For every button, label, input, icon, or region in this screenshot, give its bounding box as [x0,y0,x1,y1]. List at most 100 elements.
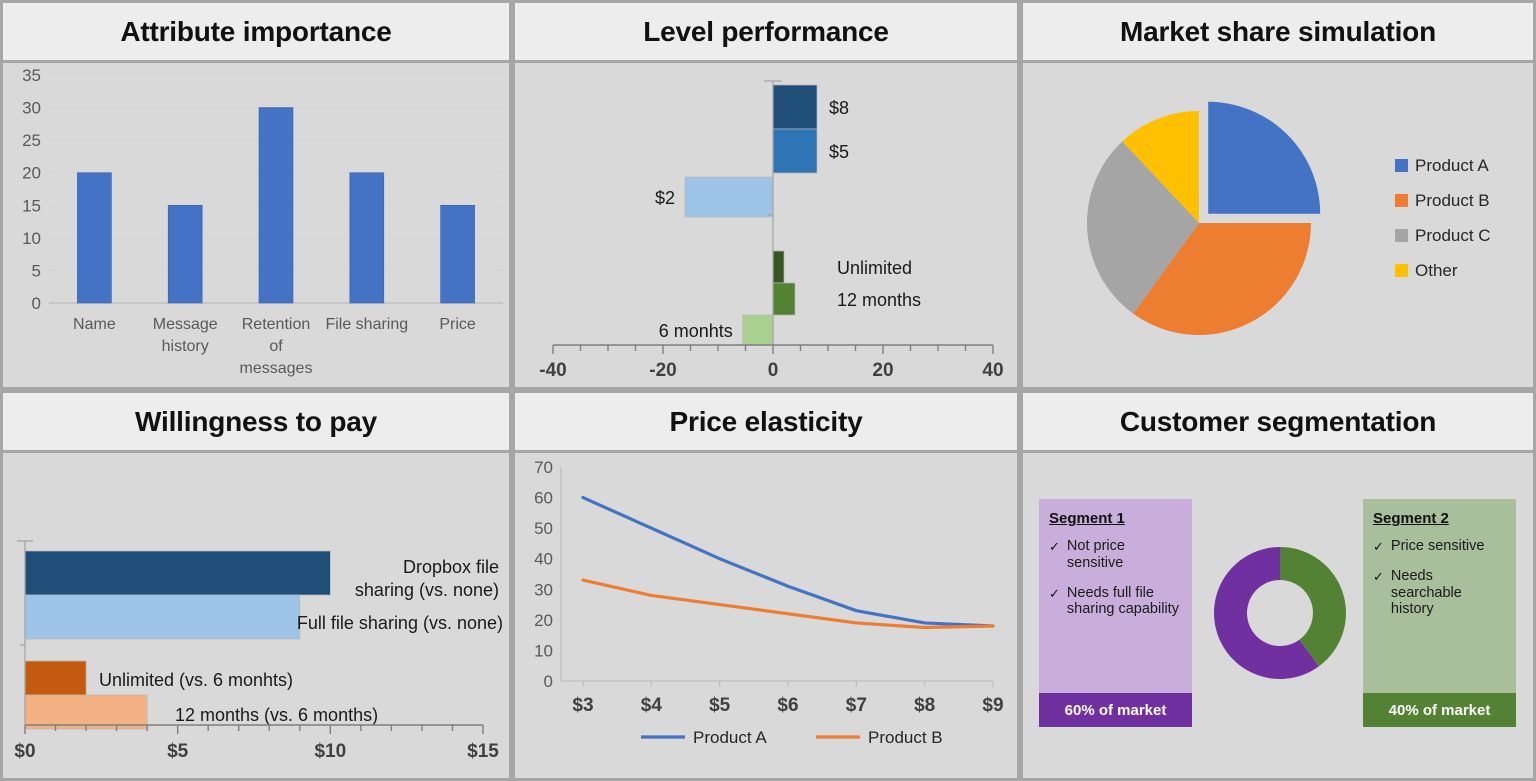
chart-text: 70 [534,458,553,477]
chart-text: of [269,338,283,355]
chart-text: Product B [868,728,943,747]
chart-text: Product C [1415,226,1491,245]
chart-text: File sharing [325,316,408,333]
chart-text: $8 [829,98,849,118]
segment-card-2-heading: Segment 2 [1373,510,1449,527]
panel-market-share: Market share simulation Product A Product… [1020,0,1536,390]
panel-body-level-performance: $8 $5 $2 Unlimited 12 months 6 monhts -40 -20 0… [515,63,1017,387]
panel-body-market-share: Product A Product B Product C Other [1023,63,1533,387]
chart-text: 40 [534,550,553,569]
chart-text: 60 [534,489,553,508]
panel-body-customer-segmentation: Segment 1 ✓ Not price sensitive ✓ Needs ful… [1023,453,1533,778]
chart-text: 50 [534,519,553,538]
panel-header-attribute-importance: Attribute importance [3,3,509,63]
chart-text: 20 [872,360,893,381]
chart-text: Dropbox file [403,557,499,577]
tornado-bar [684,176,774,218]
legend-swatch [1395,159,1408,172]
chart-willingness-to-pay: Dropbox file sharing (vs. none) Full file … [3,453,509,778]
panel-title: Attribute importance [120,15,392,47]
chart-text: 0 [32,294,41,313]
chart-text: $8 [914,695,935,716]
chart-text: Unlimited [837,258,912,278]
tornado-bar [742,314,774,346]
line-legend: Product A Product B [641,728,943,747]
chart-text: 10 [534,641,553,660]
bar [24,660,87,696]
chart-text: Message [153,316,218,333]
chart-text: $15 [467,741,499,762]
chart-text: $5 [709,695,731,716]
legend-swatch [1395,264,1408,277]
chart-text: -40 [539,360,566,381]
segment-card-2-bullets: ✓ Price sensitive ✓ Needs searchable histor… [1373,538,1506,618]
segment-bullet: ✓ Needs searchable history [1373,568,1506,618]
segment-card-1-bullets: ✓ Not price sensitive ✓ Needs full file sha… [1049,538,1182,618]
segment-card-2-body: Segment 2 ✓ Price sensitive ✓ Needs searcha… [1363,499,1516,693]
chart-text: 6 monhts [659,321,733,341]
panel-header-customer-segmentation: Customer segmentation [1023,393,1533,453]
panel-level-performance: Level performance $8 $5 $2 Unlimited 12 mont… [512,0,1020,390]
panel-attribute-importance: Attribute importance 0 5 10 15 20 25 30 35 Name… [0,0,512,390]
bar [24,694,148,730]
chart-text: $7 [846,695,867,716]
segment-bullet: ✓ Needs full file sharing capability [1049,585,1182,619]
x-axis: -40 -20 0 20 40 [539,80,1004,381]
segment-card-2[interactable]: Segment 2 ✓ Price sensitive ✓ Needs searcha… [1363,499,1516,727]
segment-bullet-label: Not price sensitive [1066,538,1125,571]
willingness-to-pay-svg: Dropbox file sharing (vs. none) Full file … [14,540,503,762]
category-labels: Dropbox file sharing (vs. none) Full file … [99,557,503,725]
panel-header-price-elasticity: Price elasticity [515,393,1017,453]
tornado-bar [772,84,818,130]
chart-text: 12 months (vs. 6 months) [175,705,378,725]
segment-card-1[interactable]: Segment 1 ✓ Not price sensitive ✓ Needs ful… [1039,499,1192,727]
bar-series [24,550,331,730]
panel-title: Market share simulation [1120,15,1436,47]
panel-header-market-share: Market share simulation [1023,3,1533,63]
segment-bullet-label: Needs searchable history [1390,567,1462,618]
chart-text: $10 [314,741,346,762]
panel-price-elasticity: Price elasticity 0 10 20 30 40 50 60 70 $3 $4 $5 $6… [512,390,1020,781]
line-series-path [581,495,995,628]
bar [167,204,203,304]
segment-bullet-label: Price sensitive [1390,538,1485,554]
chart-text: $0 [14,741,35,762]
tornado-bar [772,128,818,174]
tornado-bar [772,282,796,316]
chart-text: 30 [22,99,41,118]
bar [24,550,331,596]
segment-bullet-label: Needs full file sharing capability [1066,584,1179,618]
chart-text: 12 months [837,290,921,310]
legend-swatch [1395,229,1408,242]
pie-slice [1208,101,1321,214]
segment-card-2-footer: 40% of market [1363,693,1516,727]
line-series-path [581,578,995,630]
panel-customer-segmentation: Customer segmentation Segment 1 ✓ Not pri… [1020,390,1536,781]
chart-text: Name [73,316,116,333]
panel-title: Level performance [643,15,889,47]
chart-text: 40 [982,360,1003,381]
axes: 0 10 20 30 40 50 60 70 $3 $4 $5 $6 $7 $8 $9 [534,458,1003,716]
level-performance-svg: $8 $5 $2 Unlimited 12 months 6 monhts -40 -20 0… [539,80,1004,381]
donut-slice [1280,547,1346,667]
attribute-importance-svg: 0 5 10 15 20 25 30 35 Name Message history Retenti… [22,66,503,377]
line-series [581,495,995,630]
bar [440,204,475,304]
pie-legend: Product A Product B Product C Other [1395,156,1491,280]
chart-text: $6 [777,695,798,716]
chart-text: $5 [829,142,849,162]
chart-text: 25 [22,131,41,150]
pie-slices [1087,101,1321,336]
chart-text: history [162,338,209,355]
chart-text: 20 [534,611,553,630]
chart-text: Retention [242,316,311,333]
bar [349,172,385,304]
chart-text: $3 [572,695,593,716]
pie-slice [1133,223,1311,336]
segment-card-1-body: Segment 1 ✓ Not price sensitive ✓ Needs ful… [1039,499,1192,693]
x-axis: $0 $5 $10 $15 [14,540,499,762]
data-labels: $8 $5 $2 Unlimited 12 months 6 monhts [655,98,921,341]
